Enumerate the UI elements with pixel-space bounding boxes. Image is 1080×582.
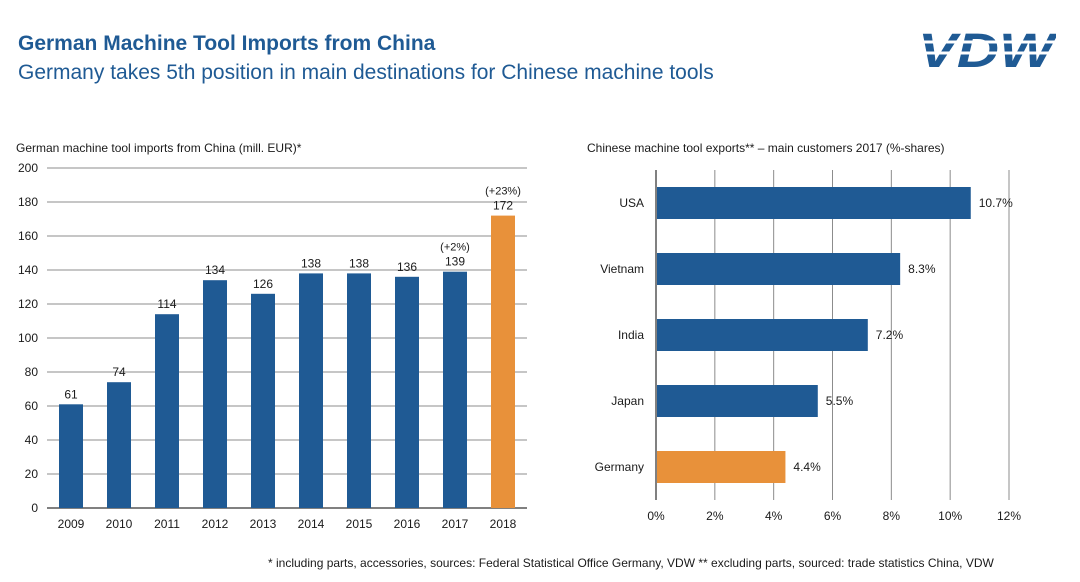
left-chart-bars — [59, 215, 515, 508]
bar-value-label: 136 — [397, 260, 417, 274]
left-x-tick-label: 2018 — [490, 517, 517, 531]
bar-2009 — [59, 404, 83, 508]
left-y-tick-label: 100 — [18, 331, 38, 345]
right-category-label: Germany — [595, 460, 644, 474]
bar-2016 — [395, 276, 419, 508]
left-x-tick-label: 2011 — [154, 517, 180, 531]
right-category-label: USA — [619, 196, 644, 210]
left-x-tick-label: 2012 — [202, 517, 229, 531]
right-x-tick-label: 0% — [647, 509, 665, 523]
bar-2018 — [491, 215, 515, 508]
right-x-tick-label: 8% — [883, 509, 901, 523]
bar-value-label: 10.7% — [979, 196, 1013, 210]
left-y-tick-label: 140 — [18, 263, 38, 277]
left-chart-title: German machine tool imports from China (… — [16, 141, 302, 155]
growth-annotation: (+23%) — [485, 186, 521, 198]
bar-value-label: 138 — [301, 256, 321, 270]
bar-value-label: 61 — [64, 387, 78, 401]
right-x-tick-label: 4% — [765, 509, 783, 523]
bar-value-label: 126 — [253, 277, 273, 291]
right-category-label: Vietnam — [600, 262, 644, 276]
right-category-label: Japan — [611, 394, 644, 408]
vdw-logo: VDW — [918, 28, 1056, 72]
right-chart-data-labels: 10.7% 8.3% 7.2% 5.5% 4.4% — [793, 196, 1013, 474]
bar-value-label: 139 — [445, 255, 465, 269]
right-chart: Chinese machine tool exports** – main cu… — [587, 141, 1021, 523]
left-chart: German machine tool imports from China (… — [16, 141, 527, 531]
left-x-tick-label: 2013 — [250, 517, 277, 531]
bar-value-label: 5.5% — [826, 394, 854, 408]
left-y-tick-label: 200 — [18, 161, 38, 175]
bar-2017 — [443, 271, 467, 508]
left-chart-x-ticks: 2009 2010 2011 2012 2013 2014 2015 2016 2017 2018 — [58, 517, 517, 531]
bar-value-label: 7.2% — [876, 328, 904, 342]
bar-value-label: 172 — [493, 199, 513, 213]
bar-2015 — [347, 273, 371, 508]
left-y-tick-label: 60 — [25, 399, 39, 413]
right-x-tick-label: 6% — [824, 509, 842, 523]
left-y-tick-label: 120 — [18, 297, 38, 311]
left-x-tick-label: 2009 — [58, 517, 85, 531]
bar-germany — [657, 451, 786, 483]
left-x-tick-label: 2017 — [442, 517, 469, 531]
left-y-tick-label: 40 — [25, 433, 39, 447]
right-chart-x-ticks: 0% 2% 4% 6% 8% 10% 12% — [647, 509, 1021, 523]
left-y-tick-label: 0 — [31, 501, 38, 515]
right-chart-category-labels: USA Vietnam India Japan Germany — [595, 196, 645, 474]
bar-value-label: 4.4% — [793, 460, 821, 474]
bar-2010 — [107, 382, 131, 508]
bar-india — [657, 319, 868, 351]
right-x-tick-label: 12% — [997, 509, 1021, 523]
growth-annotation: (+2%) — [440, 242, 470, 254]
bar-value-label: 138 — [349, 256, 369, 270]
right-chart-grid — [655, 170, 1010, 500]
left-y-tick-label: 160 — [18, 229, 38, 243]
left-x-tick-label: 2014 — [298, 517, 325, 531]
left-chart-data-labels: 61 74 114 134 126 138 138 136 139(+2%) 172(+23%) — [64, 186, 521, 402]
page-subtitle: Germany takes 5th position in main desti… — [18, 61, 714, 84]
right-x-tick-label: 10% — [938, 509, 962, 523]
left-y-tick-label: 20 — [25, 467, 39, 481]
page-title: German Machine Tool Imports from China — [18, 32, 436, 55]
bar-2011 — [155, 314, 179, 508]
bar-2012 — [203, 280, 227, 508]
bar-japan — [657, 385, 818, 417]
left-x-tick-label: 2015 — [346, 517, 373, 531]
right-chart-bars — [657, 187, 971, 483]
bar-value-label: 134 — [205, 263, 225, 277]
bar-value-label: 8.3% — [908, 262, 936, 276]
left-chart-y-ticks: 0 20 40 60 80 100 120 140 160 180 200 — [18, 161, 38, 515]
bar-usa — [657, 187, 971, 219]
vdw-logo-text: VDW — [918, 28, 1056, 72]
bar-value-label: 114 — [157, 297, 176, 311]
right-category-label: India — [618, 328, 644, 342]
footnote: * including parts, accessories, sources:… — [268, 556, 994, 570]
left-y-tick-label: 80 — [25, 365, 39, 379]
left-y-tick-label: 180 — [18, 195, 38, 209]
left-x-tick-label: 2016 — [394, 517, 421, 531]
bar-2013 — [251, 293, 275, 508]
bar-2014 — [299, 273, 323, 508]
right-chart-title: Chinese machine tool exports** – main cu… — [587, 141, 945, 155]
right-x-tick-label: 2% — [706, 509, 724, 523]
bar-value-label: 74 — [112, 365, 126, 379]
left-x-tick-label: 2010 — [106, 517, 133, 531]
bar-vietnam — [657, 253, 901, 285]
